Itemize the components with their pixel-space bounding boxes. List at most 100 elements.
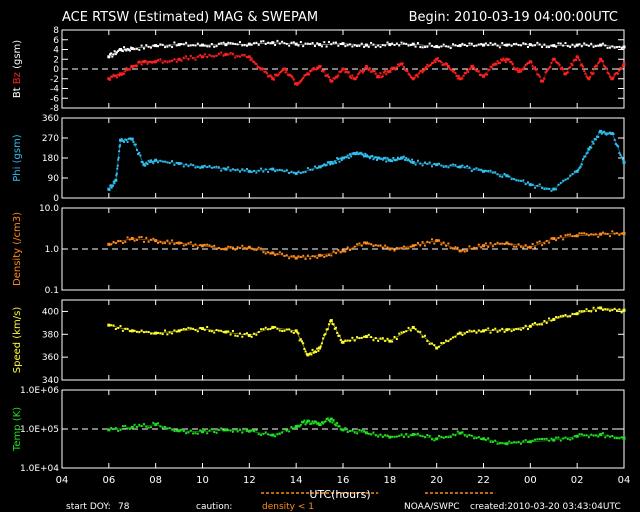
sample-dot xyxy=(487,245,490,248)
sample-dot xyxy=(407,158,410,161)
sample-dot xyxy=(311,348,314,351)
sample-dot xyxy=(621,64,624,67)
sample-dot xyxy=(192,164,195,167)
sample-dot xyxy=(448,67,451,70)
sample-dot xyxy=(194,166,197,169)
sample-dot xyxy=(234,43,237,46)
sample-dot xyxy=(302,171,305,174)
sample-dot xyxy=(213,431,216,434)
sample-dot xyxy=(597,135,600,138)
y-axis-label-part: Density (/cm3) xyxy=(12,212,23,286)
sample-dot xyxy=(173,329,176,332)
sample-dot xyxy=(301,78,304,81)
sample-dot xyxy=(566,71,569,74)
sample-dot xyxy=(475,44,478,47)
sample-dot xyxy=(416,330,419,333)
sample-dot xyxy=(141,161,144,164)
sample-dot xyxy=(452,43,455,46)
sample-dot xyxy=(381,75,384,78)
sample-dot xyxy=(550,237,553,240)
sample-dot xyxy=(610,77,613,80)
sample-dot xyxy=(404,68,407,71)
sample-dot xyxy=(135,65,138,68)
sample-dot xyxy=(379,45,382,48)
sample-dot xyxy=(545,187,548,190)
sample-dot xyxy=(517,441,520,444)
sample-dot xyxy=(475,331,478,334)
sample-dot xyxy=(433,242,436,245)
sample-dot xyxy=(601,42,604,45)
sample-dot xyxy=(372,158,375,161)
sample-dot xyxy=(229,52,232,55)
sample-dot xyxy=(461,77,464,80)
sample-dot xyxy=(323,334,326,337)
sample-dot xyxy=(173,163,176,166)
sample-dot xyxy=(516,67,519,70)
sample-dot xyxy=(274,73,277,76)
sample-dot xyxy=(189,54,192,57)
sample-dot xyxy=(491,171,494,174)
sample-dot xyxy=(220,329,223,332)
sample-dot xyxy=(349,75,352,78)
sample-dot xyxy=(620,232,623,235)
sample-dot xyxy=(466,435,469,438)
sample-dot xyxy=(337,44,340,47)
sample-dot xyxy=(512,178,515,181)
sample-dot xyxy=(238,170,241,173)
sample-dot xyxy=(522,179,525,182)
sample-dot xyxy=(189,429,192,432)
sample-dot xyxy=(386,434,389,437)
sample-dot xyxy=(510,60,513,63)
sample-dot xyxy=(589,145,592,148)
sample-dot xyxy=(346,246,349,249)
sample-dot xyxy=(324,164,327,167)
sample-dot xyxy=(462,74,465,77)
sample-dot xyxy=(621,158,624,161)
sample-dot xyxy=(419,330,422,333)
sample-dot xyxy=(398,247,401,250)
sample-dot xyxy=(180,162,183,165)
sample-dot xyxy=(373,156,376,159)
sample-dot xyxy=(173,58,176,61)
sample-dot xyxy=(149,426,152,429)
sample-dot xyxy=(606,434,609,437)
sample-dot xyxy=(185,55,188,58)
sample-dot xyxy=(324,74,327,77)
sample-dot xyxy=(487,437,490,440)
sample-dot xyxy=(194,44,197,47)
sample-dot xyxy=(130,46,133,49)
caution-label: caution: xyxy=(196,502,232,512)
sample-dot xyxy=(210,43,213,46)
sample-dot xyxy=(615,232,618,235)
sample-dot xyxy=(473,437,476,440)
sample-dot xyxy=(262,40,265,43)
sample-dot xyxy=(133,329,136,332)
sample-dot xyxy=(283,42,286,45)
sample-dot xyxy=(298,425,301,428)
sample-dot xyxy=(600,59,603,62)
sample-dot xyxy=(194,328,197,331)
sample-dot xyxy=(398,44,401,47)
sample-dot xyxy=(594,64,597,67)
sample-dot xyxy=(566,233,569,236)
sample-dot xyxy=(536,73,539,76)
sample-dot xyxy=(157,59,160,62)
sample-dot xyxy=(116,164,119,167)
sample-dot xyxy=(168,161,171,164)
sample-dot xyxy=(305,421,308,424)
sample-dot xyxy=(566,177,569,180)
sample-dot xyxy=(532,67,535,70)
sample-dot xyxy=(456,166,459,169)
sample-dot xyxy=(617,145,620,148)
sample-dot xyxy=(229,246,232,249)
sample-dot xyxy=(330,43,333,46)
series-trace xyxy=(108,418,625,445)
sample-dot xyxy=(363,241,366,244)
sample-dot xyxy=(133,239,136,242)
sample-dot xyxy=(332,77,335,80)
sample-dot xyxy=(182,56,185,59)
sample-dot xyxy=(583,70,586,73)
sample-dot xyxy=(378,156,381,159)
sample-dot xyxy=(543,437,546,440)
sample-dot xyxy=(217,166,220,169)
